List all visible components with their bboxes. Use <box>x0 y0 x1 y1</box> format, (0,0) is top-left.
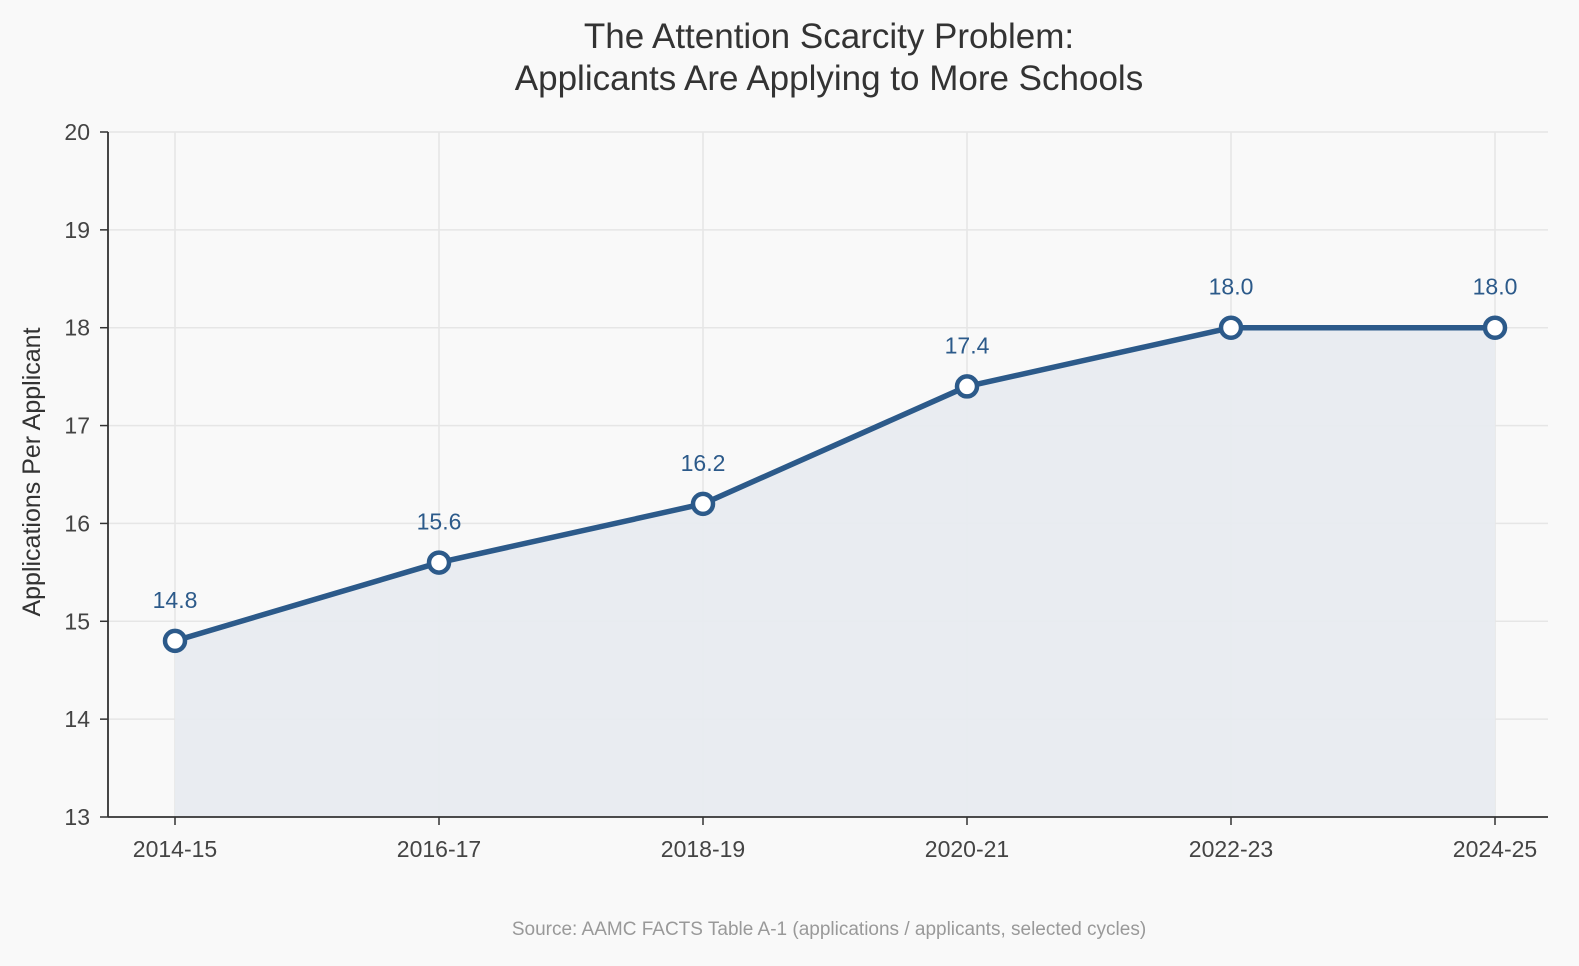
data-label: 14.8 <box>153 587 198 613</box>
chart-title-line-2: Applicants Are Applying to More Schools <box>515 59 1143 98</box>
axes: 13 14 15 16 17 18 19 20 2014-15 2016-17 2018-19 202… <box>64 119 1548 862</box>
y-tick-label: 13 <box>64 804 90 830</box>
data-label: 16.2 <box>681 450 726 476</box>
chart-title-line-1: The Attention Scarcity Problem: <box>584 17 1074 56</box>
y-tick-label: 20 <box>64 119 90 145</box>
series-line <box>172 324 1498 644</box>
area-layer <box>175 327 1495 817</box>
data-point-marker <box>690 491 716 517</box>
data-label: 15.6 <box>417 509 462 535</box>
x-tick-label: 2020-21 <box>925 836 1009 862</box>
y-axis-label: Applications Per Applicant <box>18 327 46 616</box>
data-label: 17.4 <box>945 332 990 358</box>
data-point-marker <box>426 550 452 575</box>
data-point-marker <box>1482 315 1508 340</box>
data-labels: 14.8 15.6 16.2 17.4 18.0 18.0 <box>153 274 1518 613</box>
source-note: Source: AAMC FACTS Table A-1 (applicatio… <box>512 919 1146 940</box>
y-tick-label: 18 <box>64 315 90 341</box>
data-label: 18.0 <box>1209 274 1254 300</box>
y-tick-label: 19 <box>64 217 90 243</box>
y-tick-label: 14 <box>64 706 90 732</box>
series-area <box>175 327 1495 817</box>
x-tick-label: 2024-25 <box>1453 836 1537 862</box>
x-tick-label: 2022-23 <box>1189 836 1273 862</box>
x-tick-label: 2018-19 <box>661 836 745 862</box>
x-tick-label: 2014-15 <box>133 836 217 862</box>
data-point-marker <box>1218 315 1244 340</box>
y-tick-label: 15 <box>64 608 90 634</box>
data-point-marker <box>954 374 980 399</box>
series-line-layer <box>162 315 1508 654</box>
y-tick-label: 17 <box>64 413 90 439</box>
data-point-marker <box>162 628 188 654</box>
x-tick-label: 2016-17 <box>397 836 481 862</box>
data-label: 18.0 <box>1473 274 1518 300</box>
y-tick-label: 16 <box>64 510 90 536</box>
